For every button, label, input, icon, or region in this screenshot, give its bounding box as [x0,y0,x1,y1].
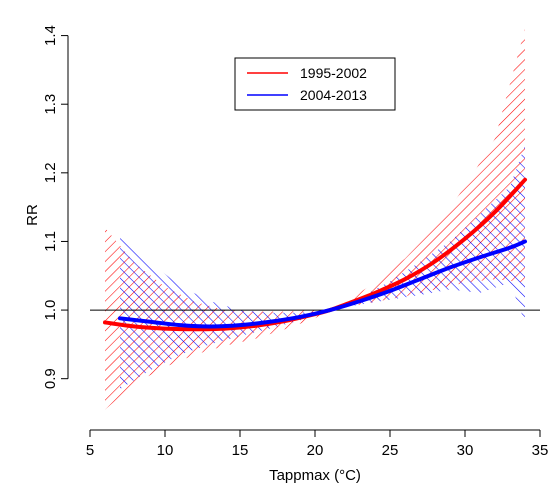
y-tick-label: 1.0 [42,300,59,321]
x-tick-label: 10 [157,442,174,459]
x-tick-label: 30 [457,442,474,459]
y-tick-label: 1.1 [42,231,59,252]
y-tick-label: 1.3 [42,94,59,115]
confidence-band-2004-2013 [120,145,525,389]
series-line-2004-2013 [118,239,527,329]
series-lines [103,177,527,332]
x-axis-label: Tappmax (°C) [269,467,361,484]
x-tick-label: 5 [86,442,94,459]
axes: 5 10 15 20 25 30 35 0.9 1.0 1.1 1.2 1.3 1.4 [42,25,548,459]
x-tick-label: 15 [232,442,249,459]
y-tick-label: 1.4 [42,25,59,46]
legend-box [234,57,396,111]
y-tick-label: 0.9 [42,368,59,389]
legend: 1995-2002 2004-2013 [234,57,396,111]
y-tick-label: 1.2 [42,162,59,183]
legend-label-1995-2002: 1995-2002 [300,65,367,81]
legend-label-2004-2013: 2004-2013 [300,87,367,103]
x-tick-label: 25 [382,442,399,459]
y-axis-label: RR [24,204,41,226]
x-tick-label: 20 [307,442,324,459]
x-tick-label: 35 [532,442,549,459]
